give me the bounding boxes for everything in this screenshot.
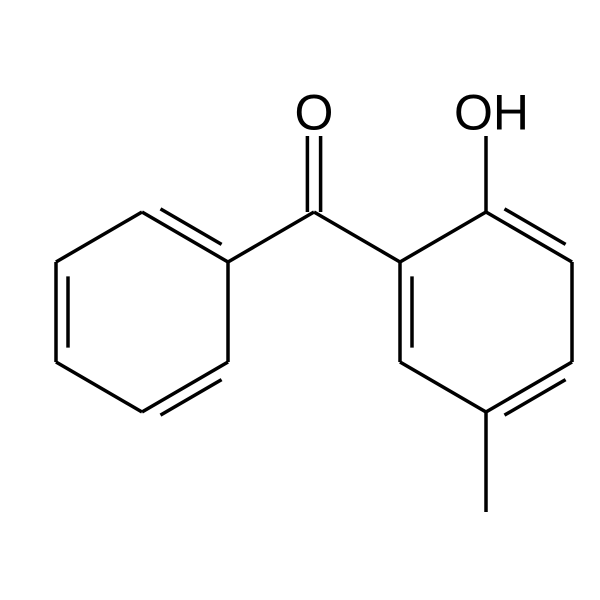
atom-labels-group: O OH <box>295 85 529 141</box>
bond <box>228 212 314 262</box>
bond <box>56 212 142 262</box>
bond <box>400 212 486 262</box>
bond <box>314 212 400 262</box>
bond <box>142 212 228 262</box>
bond <box>142 362 228 412</box>
atom-label: OH <box>454 85 529 141</box>
bond <box>486 362 572 412</box>
bond <box>486 212 572 262</box>
bond <box>56 362 142 412</box>
atom-label: O <box>295 85 334 141</box>
molecule-diagram: O OH <box>0 0 600 600</box>
bonds-group <box>56 136 572 512</box>
bond <box>400 362 486 412</box>
